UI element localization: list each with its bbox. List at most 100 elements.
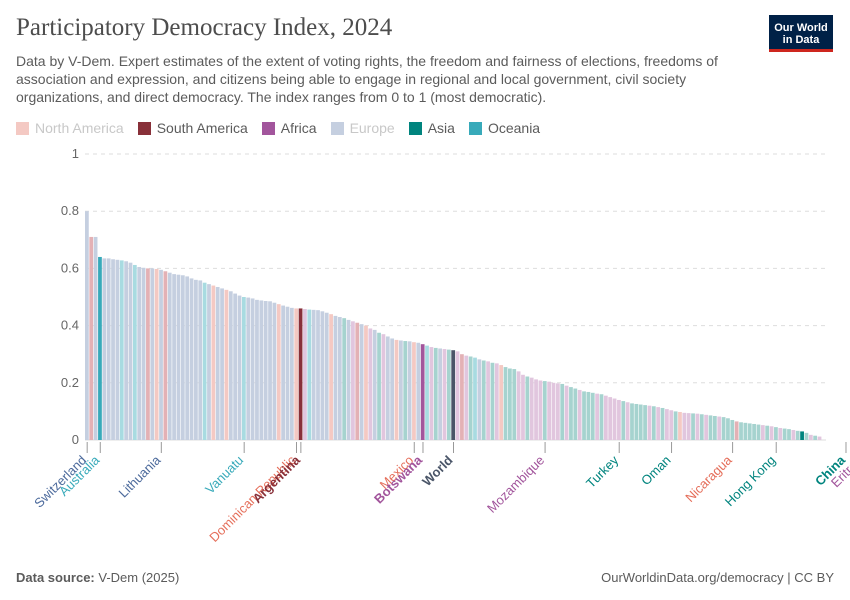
bar[interactable]: [159, 269, 163, 440]
bar[interactable]: [630, 403, 634, 440]
bar[interactable]: [473, 357, 477, 440]
legend-item-south-america[interactable]: South America: [137, 120, 248, 136]
bar[interactable]: [503, 367, 508, 440]
bar[interactable]: [433, 347, 438, 440]
owid-logo[interactable]: Our World in Data: [769, 15, 833, 52]
bar[interactable]: [704, 414, 709, 440]
bar[interactable]: [320, 311, 325, 440]
bar[interactable]: [194, 279, 198, 440]
bar-label[interactable]: Turkey: [583, 452, 622, 491]
bar[interactable]: [207, 284, 211, 440]
bar-label[interactable]: Oman: [638, 453, 674, 489]
bar[interactable]: [420, 344, 425, 440]
bar[interactable]: [128, 262, 133, 440]
bar[interactable]: [678, 411, 682, 440]
bar[interactable]: [569, 387, 573, 440]
bar[interactable]: [337, 317, 342, 440]
bar[interactable]: [346, 319, 351, 440]
data-source-value[interactable]: V-Dem (2025): [98, 570, 180, 585]
bar[interactable]: [364, 325, 368, 440]
legend-item-north-america[interactable]: North America: [16, 120, 124, 136]
bar[interactable]: [215, 286, 220, 440]
bar[interactable]: [673, 411, 678, 440]
bar[interactable]: [756, 424, 761, 440]
bar[interactable]: [276, 304, 281, 440]
bar[interactable]: [734, 421, 739, 440]
bar[interactable]: [468, 356, 473, 440]
bar[interactable]: [555, 383, 560, 440]
bar[interactable]: [525, 376, 530, 440]
bar[interactable]: [795, 430, 800, 440]
bar[interactable]: [416, 342, 421, 440]
bar[interactable]: [455, 351, 460, 440]
bar[interactable]: [551, 382, 556, 440]
bar[interactable]: [163, 271, 168, 440]
bar[interactable]: [307, 309, 312, 440]
bar[interactable]: [747, 423, 752, 440]
bar[interactable]: [651, 406, 656, 440]
bar[interactable]: [481, 360, 486, 440]
bar[interactable]: [451, 350, 456, 440]
bar[interactable]: [743, 422, 748, 440]
bar[interactable]: [800, 431, 804, 440]
bar[interactable]: [573, 388, 578, 440]
bar[interactable]: [115, 259, 120, 440]
bar[interactable]: [638, 404, 643, 440]
legend-item-europe[interactable]: Europe: [330, 120, 395, 136]
legend-item-africa[interactable]: Africa: [261, 120, 317, 136]
bar[interactable]: [669, 410, 674, 440]
bar[interactable]: [665, 409, 669, 440]
bar[interactable]: [324, 312, 329, 440]
bar[interactable]: [686, 413, 691, 440]
bar[interactable]: [381, 334, 386, 440]
bar[interactable]: [224, 289, 229, 440]
bar[interactable]: [712, 415, 717, 440]
bar[interactable]: [460, 354, 464, 440]
bar[interactable]: [377, 332, 381, 440]
bar[interactable]: [564, 385, 569, 440]
bar[interactable]: [141, 267, 146, 440]
bar[interactable]: [730, 419, 735, 440]
bar[interactable]: [752, 423, 756, 440]
bar[interactable]: [817, 436, 822, 440]
bar[interactable]: [765, 425, 770, 440]
bar[interactable]: [582, 391, 586, 440]
bar[interactable]: [281, 305, 285, 440]
bar[interactable]: [250, 298, 255, 440]
bar[interactable]: [656, 407, 661, 440]
bar[interactable]: [124, 261, 129, 440]
bar[interactable]: [721, 417, 726, 440]
bar[interactable]: [198, 280, 203, 440]
bar[interactable]: [98, 256, 102, 440]
bar[interactable]: [189, 278, 194, 440]
bar[interactable]: [111, 259, 115, 440]
bar[interactable]: [804, 432, 809, 440]
bar[interactable]: [390, 338, 395, 440]
bar[interactable]: [494, 363, 499, 440]
bar[interactable]: [268, 301, 272, 440]
bar-label[interactable]: Argentina: [249, 452, 303, 506]
bar[interactable]: [263, 301, 268, 440]
bar[interactable]: [617, 399, 621, 440]
bar[interactable]: [85, 211, 89, 440]
bar[interactable]: [429, 347, 434, 440]
bar[interactable]: [255, 299, 259, 440]
bar[interactable]: [233, 293, 238, 440]
bar[interactable]: [717, 416, 722, 440]
bar[interactable]: [660, 407, 665, 440]
bar[interactable]: [499, 365, 504, 440]
bar[interactable]: [691, 413, 695, 440]
bar[interactable]: [791, 429, 796, 440]
bar[interactable]: [813, 435, 818, 440]
bar[interactable]: [512, 369, 517, 440]
bar[interactable]: [769, 426, 774, 440]
bar[interactable]: [446, 349, 451, 440]
bar[interactable]: [394, 339, 399, 440]
bar[interactable]: [477, 359, 482, 440]
bar[interactable]: [167, 272, 172, 440]
bar[interactable]: [272, 302, 277, 440]
bar[interactable]: [403, 341, 408, 440]
bar[interactable]: [782, 428, 787, 440]
bar[interactable]: [398, 340, 403, 440]
bar[interactable]: [106, 258, 111, 440]
